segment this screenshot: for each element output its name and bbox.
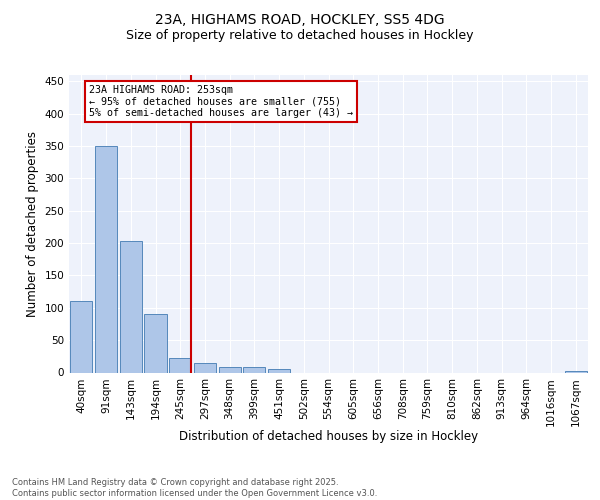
Y-axis label: Number of detached properties: Number of detached properties [26, 130, 39, 317]
Text: 23A, HIGHAMS ROAD, HOCKLEY, SS5 4DG: 23A, HIGHAMS ROAD, HOCKLEY, SS5 4DG [155, 12, 445, 26]
Bar [565, 370, 587, 372]
Text: Contains HM Land Registry data © Crown copyright and database right 2025.
Contai: Contains HM Land Registry data © Crown c… [12, 478, 377, 498]
Bar [145, 314, 167, 372]
Bar [169, 358, 191, 372]
Text: 23A HIGHAMS ROAD: 253sqm
← 95% of detached houses are smaller (755)
5% of semi-d: 23A HIGHAMS ROAD: 253sqm ← 95% of detach… [89, 84, 353, 118]
Bar [218, 366, 241, 372]
Bar [268, 368, 290, 372]
Text: Size of property relative to detached houses in Hockley: Size of property relative to detached ho… [126, 29, 474, 42]
Bar [95, 146, 117, 372]
Bar [194, 364, 216, 372]
Bar [119, 240, 142, 372]
X-axis label: Distribution of detached houses by size in Hockley: Distribution of detached houses by size … [179, 430, 478, 443]
Bar [243, 368, 265, 372]
Bar [70, 302, 92, 372]
